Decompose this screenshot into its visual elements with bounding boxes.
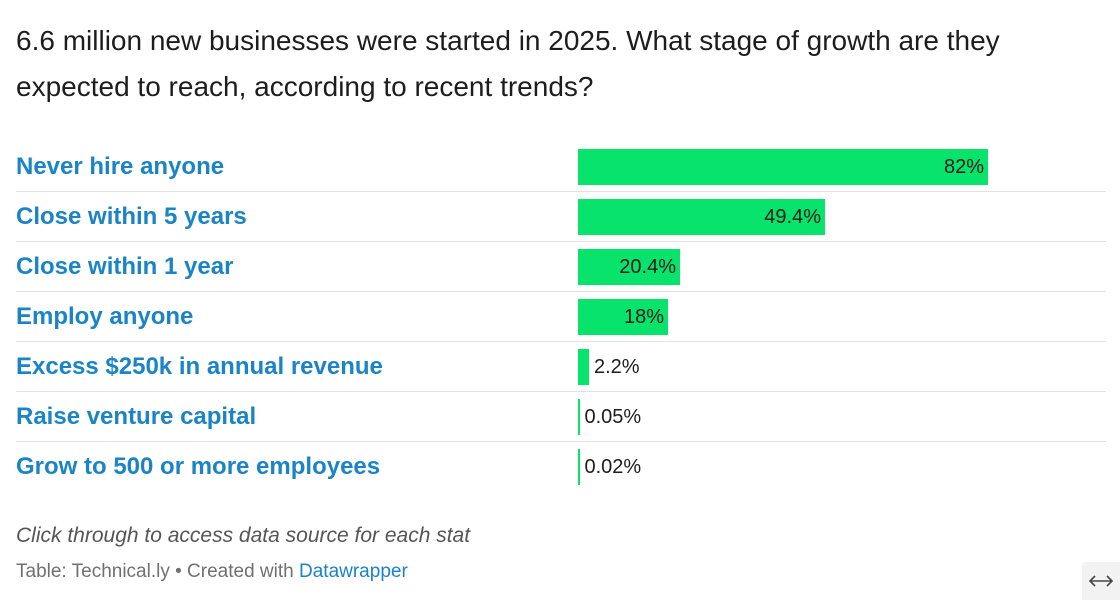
row-label-link[interactable]: Close within 1 year [16,253,234,280]
bar [578,149,988,185]
bar [578,199,825,235]
bar-cell: 2.2% [578,342,1104,392]
row-label-link[interactable]: Excess $250k in annual revenue [16,353,383,380]
table-row: Close within 1 year 20.4% [16,242,1106,292]
chart-notes: Click through to access data source for … [16,524,471,547]
chart-footer: Table: Technical.ly • Created with Dataw… [16,561,408,583]
bar-cell: 18% [578,292,1104,342]
bar [578,349,589,385]
row-label-link[interactable]: Never hire anyone [16,153,225,180]
bar-table: Never hire anyone 82% Close within 5 years… [16,142,1106,492]
table-row: Raise venture capital 0.05% [16,392,1106,442]
row-label-link[interactable]: Grow to 500 or more employees [16,453,381,480]
bar-value-label: 82% [943,156,984,178]
bar-cell: 20.4% [578,242,1104,292]
bar [578,399,580,435]
expand-horizontal-arrows-icon [1088,575,1114,587]
source-credit: Table: Technical.ly • Created with [16,561,299,582]
bar [578,249,680,285]
table-row: Employ anyone 18% [16,292,1106,342]
table-row: Never hire anyone 82% [16,142,1106,192]
bar [578,449,580,485]
row-label-link[interactable]: Raise venture capital [16,403,257,430]
bar-value-label: 20.4% [619,256,676,278]
chart-title: 6.6 million new businesses were started … [16,25,1000,102]
row-label-link[interactable]: Employ anyone [16,303,194,330]
table-row: Close within 5 years 49.4% [16,192,1106,242]
bar-value-label: 2.2% [594,356,640,378]
datawrapper-link[interactable]: Datawrapper [299,561,408,582]
bar [578,299,668,335]
bar-value-label: 18% [623,306,664,328]
bar-cell: 0.02% [578,442,1104,492]
table-row: Excess $250k in annual revenue 2.2% [16,342,1106,392]
bar-cell: 82% [578,142,1104,192]
row-label-link[interactable]: Close within 5 years [16,203,247,230]
bar-value-label: 0.05% [584,406,642,428]
table-row: Grow to 500 or more employees 0.02% [16,442,1106,492]
bar-value-label: 49.4% [764,206,821,228]
bar-cell: 0.05% [578,392,1104,442]
bar-cell: 49.4% [578,192,1104,242]
bar-value-label: 0.02% [584,456,642,478]
expand-button[interactable] [1082,562,1120,600]
